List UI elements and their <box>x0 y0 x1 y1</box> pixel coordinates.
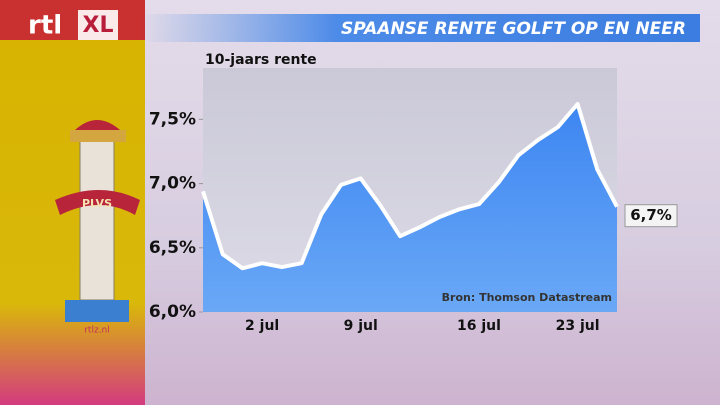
area <box>203 104 617 312</box>
y-tick-label: 6,5% <box>149 238 196 258</box>
x-tick-label: 2 jul <box>245 318 279 334</box>
y-axis-label: 10-jaars rente <box>205 52 317 68</box>
crest: PLVS rtlz.nl <box>55 120 140 336</box>
x-tick-label: 23 jul <box>556 318 600 334</box>
x-tick-label: 16 jul <box>457 318 501 334</box>
y-tick-label: 6,0% <box>149 302 196 322</box>
site-label: rtlz.nl <box>84 326 110 336</box>
end-label-box <box>624 204 678 228</box>
logo: rtl XL <box>28 10 118 41</box>
y-tick-label: 7,5% <box>149 109 196 129</box>
marks: 6,7% <box>201 102 678 312</box>
x-tick-label: 9 jul <box>344 318 378 334</box>
line <box>201 102 619 271</box>
logo-accent: XL <box>83 13 114 38</box>
end-label: 6,7% <box>630 206 672 224</box>
chart-title: SPAANSE RENTE GOLFT OP EN NEER <box>341 19 686 39</box>
crest-motto: PLVS <box>82 197 112 210</box>
logo-main: rtl <box>28 11 62 41</box>
title-bar <box>140 14 700 42</box>
source: Bron: Thomson Datastream <box>442 291 612 304</box>
flag-top <box>0 0 145 40</box>
y-tick-label: 7,0% <box>149 174 196 194</box>
